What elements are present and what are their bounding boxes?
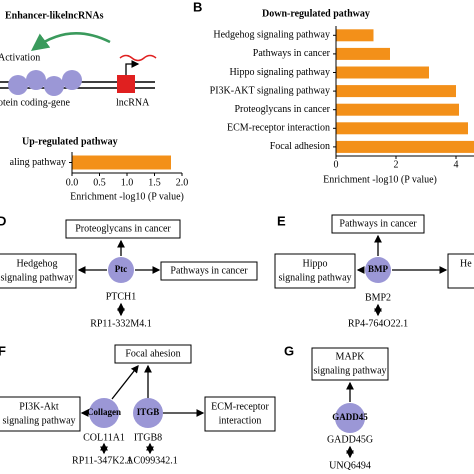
pathway-box [65, 219, 181, 239]
panel-a-title: Enhancer-likelncRNAs [5, 10, 104, 21]
bar [336, 66, 429, 79]
panel-d: D Proteoglycans in cancer Hedgehog signa… [0, 213, 258, 329]
pathway: Hippo [303, 258, 328, 269]
nucleosome [8, 75, 28, 95]
chart-title: Up-regulated pathway [22, 136, 118, 147]
pathway: interaction [219, 415, 262, 426]
pathway: signaling pathway [278, 272, 351, 283]
gene: COL11A1 [83, 432, 125, 443]
nucleosome [62, 70, 82, 90]
protein-node [108, 257, 134, 283]
activation-arrow [30, 32, 111, 51]
y-tick-label: Pathways in cancer [253, 48, 331, 59]
y-tick-label: ECM-receptor interaction [227, 123, 330, 134]
bar [336, 122, 468, 135]
pathway-box [447, 253, 474, 289]
pathway-box [274, 253, 356, 289]
bar [72, 155, 171, 170]
gene-label: otein coding-gene [0, 97, 70, 108]
arrow [111, 364, 139, 400]
bar [336, 103, 459, 116]
protein-node [133, 398, 163, 428]
x-tick-label: 1.0 [121, 177, 134, 188]
lncrna: RP11-332M4.1 [90, 318, 152, 329]
tss [125, 60, 140, 75]
protein-node [365, 257, 391, 283]
pathway: signaling pathway [313, 365, 386, 376]
y-tick-label: Hedgehog signaling pathway [213, 30, 330, 41]
bar [336, 47, 390, 60]
pathway: He [460, 258, 472, 269]
x-tick-label: 1.5 [148, 177, 161, 188]
gene: BMP2 [365, 292, 391, 303]
panel-label: E [277, 213, 286, 228]
pathway-box [331, 214, 425, 234]
pathway-box [0, 396, 81, 432]
pathway: signaling pathway [0, 272, 73, 283]
panel-label: B [193, 0, 202, 14]
protein: ITGB [137, 407, 160, 417]
panel-e: E Pathways in cancer Hippo signaling pat… [274, 213, 474, 329]
nucleosome [44, 76, 64, 96]
gene: ITGB8 [134, 432, 162, 443]
chart-title: Down-regulated pathway [262, 8, 370, 19]
pathway: Pathways in cancer [170, 265, 248, 276]
nucleosome [26, 70, 46, 90]
bar [336, 29, 374, 42]
lncrna-gene [117, 75, 135, 93]
x-tick-label: 0 [334, 159, 339, 170]
gene: GADD45G [327, 434, 373, 445]
gene: PTCH1 [106, 291, 137, 302]
x-tick-label: 0.5 [93, 177, 106, 188]
pathway: Pathways in cancer [339, 218, 417, 229]
panel-a: Enhancer-likelncRNAs Activation otein co… [0, 10, 157, 108]
pathway: Proteoglycans in cancer [75, 223, 171, 234]
panel-label: F [0, 343, 6, 358]
pathway-box [0, 253, 77, 289]
panel-label: G [284, 343, 294, 358]
x-axis-label: Enrichment -log10 (P value) [70, 191, 184, 202]
x-tick-label: 0.0 [66, 177, 79, 188]
panel-label: D [0, 213, 6, 228]
pathway: Focal ahesion [125, 348, 180, 359]
pathway: Hedgehog [16, 258, 57, 269]
lncrna: RP4-764O22.1 [348, 318, 408, 329]
protein: GADD45 [332, 412, 368, 422]
pathway: MAPK [336, 351, 366, 362]
x-tick-label: 2.0 [176, 177, 189, 188]
y-tick-label: aling pathway [10, 157, 66, 168]
pathway-box [204, 396, 276, 432]
protein-node [89, 398, 119, 428]
y-tick-label: Focal adhesion [270, 141, 330, 152]
pathway: signaling pathway [2, 415, 75, 426]
y-tick-label: Hippo signaling pathway [229, 67, 330, 78]
lncrna: RP11-347K2.1 [72, 455, 132, 466]
protein: BMP [368, 264, 388, 274]
activation-label: Activation [0, 52, 40, 63]
pathway: PI3K-Akt [19, 401, 59, 412]
lncrna: UNQ6494 [329, 460, 371, 471]
panel-g: G MAPK signaling pathway GADD45 GADD45G … [284, 343, 389, 471]
pathway: ECM-receptor [211, 401, 269, 412]
x-tick-label: 4 [454, 159, 459, 170]
protein: Collagen [87, 407, 121, 417]
pathway-box [114, 344, 192, 364]
protein-node [335, 403, 365, 433]
rna [119, 54, 157, 62]
y-tick-label: PI3K-AKT signaling pathway [210, 85, 330, 96]
x-axis-label: Enrichment -log10 (P value) [323, 174, 437, 185]
bar [336, 140, 474, 153]
bar [336, 85, 456, 98]
pathway-box [160, 261, 258, 281]
panel-f: F Focal ahesion PI3K-Akt signaling pathw… [0, 343, 276, 466]
x-tick-label: 2 [394, 159, 399, 170]
pathway-box [311, 347, 389, 381]
lncrna-label: lncRNA [116, 97, 150, 108]
lncrna: AC099342.1 [126, 455, 177, 466]
protein: Ptc [115, 264, 128, 274]
y-tick-label: Proteoglycans in cancer [234, 104, 330, 115]
